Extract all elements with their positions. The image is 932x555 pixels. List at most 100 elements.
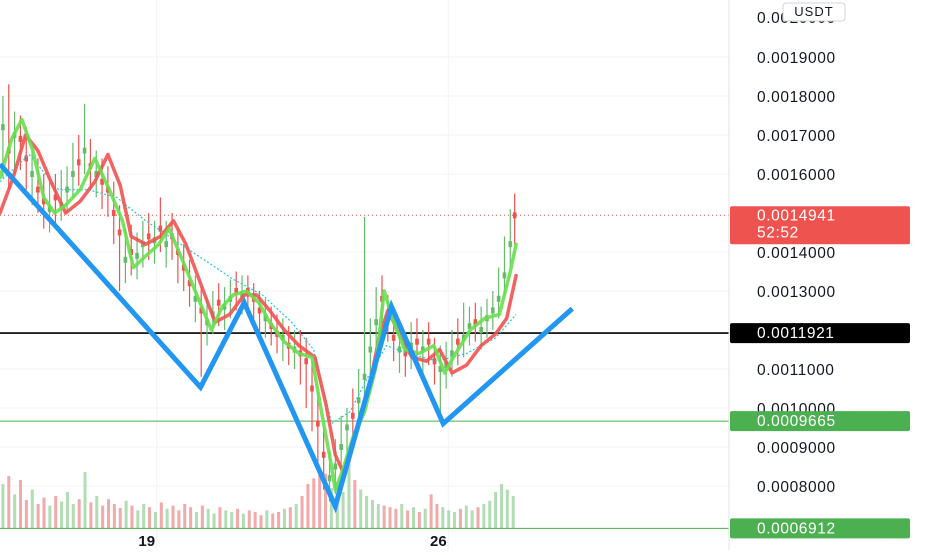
- volume-bar: [370, 500, 374, 528]
- volume-bar: [42, 497, 46, 528]
- volume-bar: [341, 492, 345, 528]
- candle-body: [508, 241, 513, 248]
- candle-body: [123, 256, 128, 263]
- candle-body: [41, 198, 46, 205]
- candle-body: [327, 475, 332, 482]
- currency-badge-box: [782, 2, 846, 22]
- volume-bar: [200, 505, 204, 528]
- volume-bar: [406, 510, 410, 528]
- price-tick-label: 0.0009000: [757, 440, 836, 457]
- volume-bar: [1, 484, 5, 528]
- volume-bar: [329, 488, 333, 528]
- volume-bar: [511, 496, 515, 528]
- volume-bar: [294, 504, 298, 528]
- candle-body: [30, 171, 34, 177]
- candle-body: [193, 295, 198, 302]
- candle-body: [415, 338, 419, 345]
- candle-body: [100, 178, 104, 185]
- time-tick-label: 26: [430, 533, 447, 550]
- volume-bar: [236, 508, 240, 528]
- volume-bar: [65, 492, 69, 528]
- candle-body: [117, 229, 122, 236]
- volume-bar: [24, 500, 28, 528]
- candle-body: [333, 463, 338, 470]
- candle-body: [467, 323, 472, 330]
- candle-body: [304, 358, 308, 365]
- candle-body: [187, 280, 192, 287]
- volume-bar: [136, 510, 140, 528]
- price-tag: [730, 518, 910, 539]
- candle-body: [216, 299, 221, 306]
- price-tick-label: 0.0017000: [757, 128, 836, 145]
- volume-bar: [282, 508, 286, 528]
- currency-label: USDT: [794, 4, 833, 19]
- volume-bar: [411, 507, 415, 528]
- volume-bar: [48, 505, 52, 528]
- candle-body: [432, 358, 437, 365]
- candle-body: [18, 135, 23, 142]
- candle-body: [310, 385, 314, 392]
- volume-bar: [247, 510, 251, 528]
- volume-bar: [183, 504, 187, 528]
- volume-bar: [95, 496, 99, 528]
- volume-bar: [265, 510, 269, 528]
- volume-bar: [312, 478, 316, 528]
- price-tag-label: 0.0011921: [757, 325, 835, 342]
- volume-bar: [189, 507, 193, 528]
- candle-body: [403, 350, 408, 357]
- volume-bar: [423, 508, 427, 528]
- volume-bar: [19, 480, 23, 528]
- pattern-drawing[interactable]: [0, 162, 574, 514]
- candle-body: [374, 319, 378, 326]
- candle-body: [199, 307, 204, 314]
- candle-body: [36, 186, 40, 193]
- volume-bar: [494, 492, 498, 528]
- price-tag: [730, 323, 910, 344]
- volume-bar: [447, 510, 451, 528]
- price-tick-label: 0.0011000: [757, 362, 835, 379]
- price-tick-label: 0.0019000: [757, 50, 836, 67]
- candle-body: [257, 307, 262, 314]
- volume-bar: [482, 504, 486, 528]
- volume-bars: [1, 452, 515, 528]
- volume-bar: [142, 504, 146, 528]
- candle-body: [496, 295, 501, 302]
- last-price-tag: [730, 206, 910, 245]
- volume-bar: [441, 507, 445, 528]
- slow-ma-line: [0, 133, 518, 477]
- volume-bar: [435, 504, 439, 528]
- volume-bar: [400, 504, 404, 528]
- volume-bar: [241, 513, 245, 528]
- candle-body: [491, 307, 495, 314]
- volume-bar: [505, 489, 509, 528]
- candle-body: [473, 319, 478, 326]
- volume-bar: [218, 507, 222, 528]
- volume-bar: [118, 508, 122, 528]
- candle-body: [53, 194, 58, 201]
- time-tick-label: 19: [138, 533, 155, 550]
- volume-bar: [194, 512, 198, 528]
- time-axis[interactable]: 19 26: [138, 533, 446, 550]
- volume-bar: [83, 472, 87, 528]
- volume-bar: [206, 508, 210, 528]
- candle-body: [345, 424, 349, 431]
- volume-bar: [394, 508, 398, 528]
- candle-body: [135, 252, 139, 259]
- candle-body: [397, 346, 402, 353]
- volume-bar: [470, 510, 474, 528]
- volume-bar: [382, 505, 386, 528]
- volume-bar: [253, 512, 257, 528]
- candle-body: [94, 171, 99, 177]
- volume-bar: [148, 507, 152, 528]
- volume-bar: [7, 476, 11, 528]
- volume-bar: [476, 507, 480, 528]
- currency-badge[interactable]: USDT: [782, 2, 846, 22]
- volume-bar: [499, 484, 503, 528]
- candle-body: [71, 171, 75, 177]
- candle-body: [321, 451, 326, 458]
- price-tag-label: 0.0006912: [757, 520, 836, 537]
